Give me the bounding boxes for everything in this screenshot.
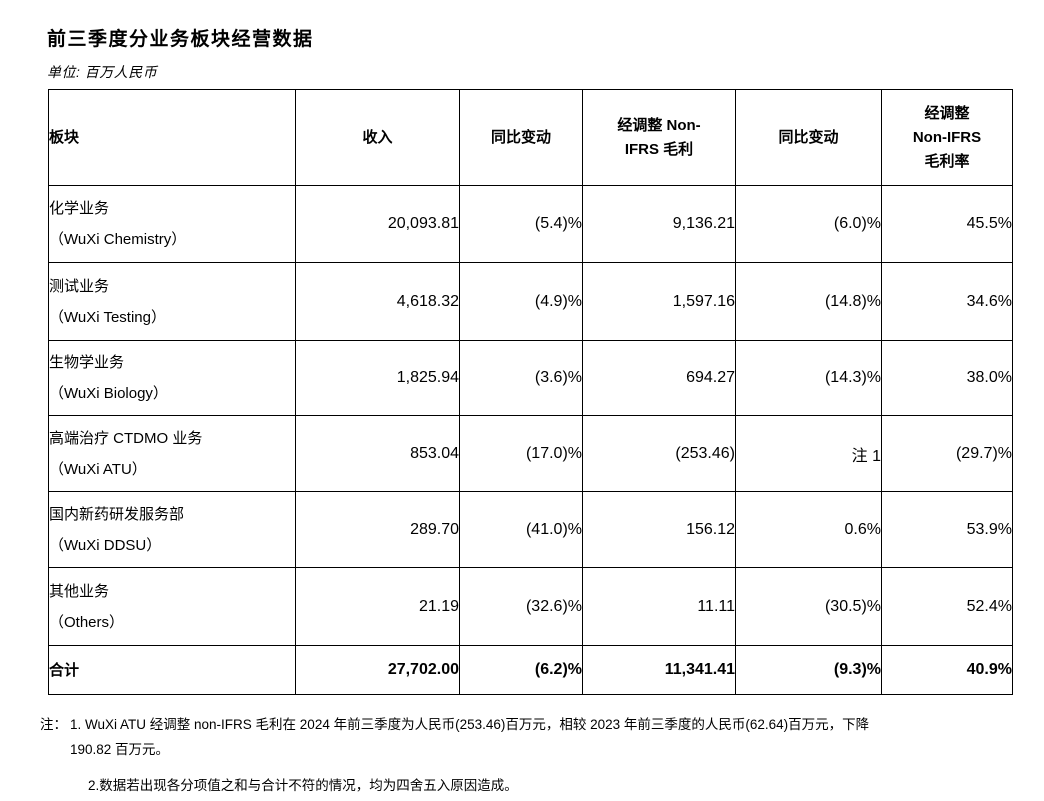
gross-profit-cell: 1,597.16	[582, 262, 736, 341]
segment-name-cn: 其他业务	[49, 582, 110, 600]
footnote-2: 2.数据若出现各分项值之和与合计不符的情况，均为四舍五入原因造成。	[88, 778, 518, 793]
total-label-cell: 合计	[48, 645, 296, 695]
gp-margin-cell: 53.9%	[881, 491, 1013, 568]
yoy-cell: (3.6)%	[459, 340, 583, 416]
table-row: 高端治疗 CTDMO 业务 （WuXi ATU） 853.04 (17.0)% …	[48, 415, 1013, 492]
gp-margin-cell: (29.7)%	[881, 415, 1013, 492]
revenue-cell: 289.70	[295, 491, 460, 568]
total-gp-yoy-cell: (9.3)%	[735, 645, 882, 695]
segment-name-cn: 化学业务	[49, 200, 110, 217]
revenue-cell: 4,618.32	[295, 262, 460, 341]
total-revenue-cell: 27,702.00	[295, 645, 460, 695]
unit-note: 单位: 百万人民币	[47, 64, 158, 80]
gross-profit-cell: (253.46)	[582, 415, 736, 492]
table-row: 化学业务 （WuXi Chemistry） 20,093.81 (5.4)% 9…	[48, 185, 1013, 263]
footnote-1-line1: 1. WuXi ATU 经调整 non-IFRS 毛利在 2024 年前三季度为…	[70, 717, 870, 732]
segment-operating-data-table: 板块 收入 同比变动 经调整 Non- IFRS 毛利 同比变动 经调整 Non…	[48, 89, 1013, 695]
gp-margin-cell: 45.5%	[881, 185, 1013, 263]
segment-name-en: （Others）	[49, 613, 125, 631]
gp-yoy-cell: (6.0)%	[735, 185, 882, 263]
yoy-cell: (17.0)%	[459, 415, 583, 492]
page-title: 前三季度分业务板块经营数据	[47, 29, 314, 50]
gp-yoy-note-cell: 注 1	[735, 415, 882, 492]
segment-name-cn: 高端治疗 CTDMO 业务	[49, 429, 203, 447]
footnote-1-line2: 190.82 百万元。	[70, 742, 170, 757]
segment-name-cn: 生物学业务	[49, 354, 125, 371]
total-yoy-cell: (6.2)%	[459, 645, 583, 695]
segment-name-cn: 国内新药研发服务部	[49, 505, 185, 523]
table-row: 测试业务 （WuXi Testing） 4,618.32 (4.9)% 1,59…	[48, 262, 1013, 341]
footnote-prefix: 注：	[40, 717, 67, 732]
table-row: 其他业务 （Others） 21.19 (32.6)% 11.11 (30.5)…	[48, 567, 1013, 646]
gp-yoy-cell: (14.3)%	[735, 340, 882, 416]
gp-margin-cell: 52.4%	[881, 567, 1013, 646]
header-adjusted-gross-profit-line1: 经调整 Non-	[617, 116, 701, 134]
segment-cell: 生物学业务 （WuXi Biology）	[48, 340, 296, 416]
gp-margin-cell: 38.0%	[881, 340, 1013, 416]
header-adjusted-gross-profit: 经调整 Non- IFRS 毛利	[582, 89, 736, 186]
segment-cell: 其他业务 （Others）	[48, 567, 296, 646]
table-row: 生物学业务 （WuXi Biology） 1,825.94 (3.6)% 694…	[48, 340, 1013, 416]
table-header-row: 板块 收入 同比变动 经调整 Non- IFRS 毛利 同比变动 经调整 Non…	[48, 89, 1013, 186]
header-adjusted-gross-margin-line1: 经调整	[924, 104, 970, 122]
footnote-1: 注： 1. WuXi ATU 经调整 non-IFRS 毛利在 2024 年前三…	[40, 712, 1020, 762]
segment-cell: 高端治疗 CTDMO 业务 （WuXi ATU）	[48, 415, 296, 492]
header-adjusted-gross-margin-line2: Non-IFRS	[912, 128, 982, 146]
yoy-cell: (32.6)%	[459, 567, 583, 646]
footnotes: 注： 1. WuXi ATU 经调整 non-IFRS 毛利在 2024 年前三…	[40, 712, 1020, 798]
header-revenue: 收入	[295, 89, 460, 186]
header-adjusted-gross-margin: 经调整 Non-IFRS 毛利率	[881, 89, 1013, 186]
revenue-cell: 20,093.81	[295, 185, 460, 263]
yoy-cell: (5.4)%	[459, 185, 583, 263]
table-row: 国内新药研发服务部 （WuXi DDSU） 289.70 (41.0)% 156…	[48, 491, 1013, 568]
segment-cell: 化学业务 （WuXi Chemistry）	[48, 185, 296, 263]
header-adjusted-gross-profit-line2: IFRS 毛利	[624, 140, 694, 158]
gp-margin-cell: 34.6%	[881, 262, 1013, 341]
gross-profit-cell: 694.27	[582, 340, 736, 416]
gross-profit-cell: 9,136.21	[582, 185, 736, 263]
segment-cell: 国内新药研发服务部 （WuXi DDSU）	[48, 491, 296, 568]
segment-name-en: （WuXi DDSU）	[49, 536, 162, 554]
header-gp-yoy: 同比变动	[735, 89, 882, 186]
segment-name-en: （WuXi ATU）	[49, 460, 147, 478]
revenue-cell: 853.04	[295, 415, 460, 492]
segment-cell: 测试业务 （WuXi Testing）	[48, 262, 296, 341]
total-gross-profit-cell: 11,341.41	[582, 645, 736, 695]
segment-name-cn: 测试业务	[49, 277, 110, 295]
header-yoy: 同比变动	[459, 89, 583, 186]
header-adjusted-gross-margin-line3: 毛利率	[924, 152, 970, 170]
segment-name-en: （WuXi Biology）	[49, 385, 168, 402]
yoy-cell: (4.9)%	[459, 262, 583, 341]
table-total-row: 合计 27,702.00 (6.2)% 11,341.41 (9.3)% 40.…	[48, 645, 1013, 695]
yoy-cell: (41.0)%	[459, 491, 583, 568]
gp-yoy-cell: (30.5)%	[735, 567, 882, 646]
revenue-cell: 21.19	[295, 567, 460, 646]
gross-profit-cell: 156.12	[582, 491, 736, 568]
gp-yoy-cell: 0.6%	[735, 491, 882, 568]
segment-name-en: （WuXi Testing）	[49, 308, 167, 326]
gross-profit-cell: 11.11	[582, 567, 736, 646]
gp-yoy-cell: (14.8)%	[735, 262, 882, 341]
revenue-cell: 1,825.94	[295, 340, 460, 416]
total-gp-margin-cell: 40.9%	[881, 645, 1013, 695]
footnote-1-body: 1. WuXi ATU 经调整 non-IFRS 毛利在 2024 年前三季度为…	[70, 712, 1020, 762]
segment-name-en: （WuXi Chemistry）	[49, 231, 187, 248]
header-segment: 板块	[48, 89, 296, 186]
